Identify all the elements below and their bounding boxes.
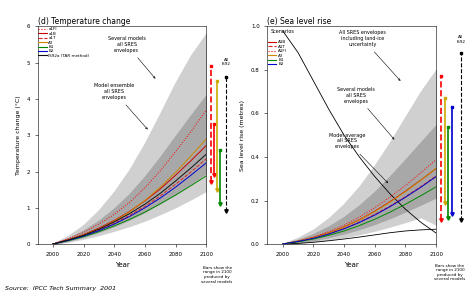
Text: Model average
all SRES
envelopes: Model average all SRES envelopes: [329, 133, 388, 183]
Legend: a1FI, a1B, a1T, A2, B1, B2, IS92a (TAR method): a1FI, a1B, a1T, A2, B1, B2, IS92a (TAR m…: [38, 27, 90, 58]
Text: All SRES envelopes
including land-ice
uncertainty: All SRES envelopes including land-ice un…: [339, 31, 400, 81]
Y-axis label: Temperature change (°C): Temperature change (°C): [16, 96, 21, 175]
Text: (e) Sea level rise: (e) Sea level rise: [267, 17, 332, 26]
Text: Several models
all SRES
envelopes: Several models all SRES envelopes: [337, 87, 394, 139]
Text: Bars show the
range in 2100
produced by
several models: Bars show the range in 2100 produced by …: [434, 264, 466, 281]
Text: (d) Temperature change: (d) Temperature change: [38, 17, 130, 26]
Text: Several models
all SRES
envelopes: Several models all SRES envelopes: [107, 36, 155, 78]
X-axis label: Year: Year: [114, 262, 129, 268]
Text: Scenarios: Scenarios: [271, 29, 295, 34]
Text: All
IS92: All IS92: [222, 58, 231, 66]
Legend: A1B, A1T, A1FI, A2, B1, B2: A1B, A1T, A1FI, A2, B1, B2: [268, 40, 287, 66]
Y-axis label: Sea level rise (metres): Sea level rise (metres): [241, 100, 245, 171]
Text: All
IS92: All IS92: [456, 35, 465, 44]
Text: Model ensemble
all SRES
envelopes: Model ensemble all SRES envelopes: [94, 83, 147, 129]
Text: Source:  IPCC Tech Summary  2001: Source: IPCC Tech Summary 2001: [5, 286, 116, 291]
X-axis label: Year: Year: [344, 262, 359, 268]
Text: Bars show the
range in 2100
produced by
several models: Bars show the range in 2100 produced by …: [202, 266, 233, 284]
